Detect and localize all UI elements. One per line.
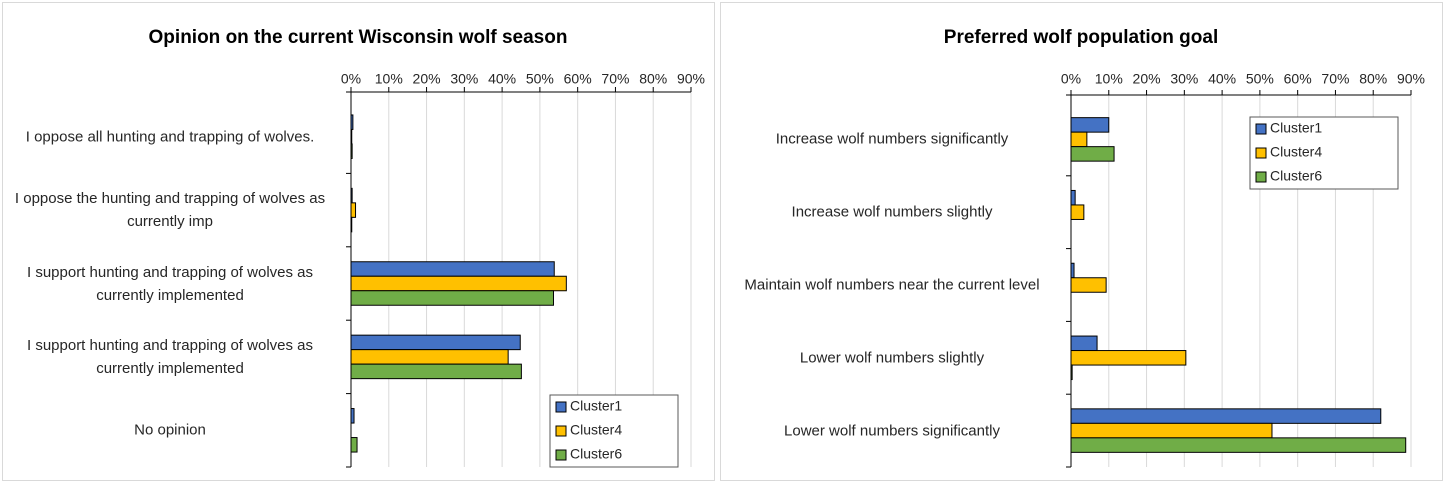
category-label: No opinion bbox=[134, 421, 206, 439]
x-tick-label: 30% bbox=[450, 71, 478, 87]
category-label: I support hunting and trapping of wolves… bbox=[26, 336, 314, 377]
x-tick-label: 0% bbox=[1061, 71, 1081, 87]
legend-label: Cluster4 bbox=[1270, 144, 1322, 160]
x-tick-label: 40% bbox=[1208, 71, 1236, 87]
bar bbox=[1070, 204, 1085, 220]
category-label: I oppose all hunting and trapping of wol… bbox=[25, 128, 315, 146]
bar bbox=[350, 349, 509, 365]
legend-label: Cluster1 bbox=[1270, 120, 1322, 136]
bar bbox=[1070, 146, 1115, 162]
x-tick-label: 70% bbox=[601, 71, 629, 87]
bar bbox=[1070, 422, 1273, 439]
x-tick-label: 50% bbox=[526, 71, 554, 87]
category-label: Maintain wolf numbers near the current l… bbox=[744, 276, 1040, 294]
x-tick-label: 10% bbox=[375, 71, 403, 87]
x-tick-label: 10% bbox=[1095, 71, 1123, 87]
bar bbox=[1070, 408, 1382, 424]
bar bbox=[1070, 364, 1073, 381]
bar bbox=[350, 216, 353, 233]
x-tick-label: 50% bbox=[1246, 71, 1274, 87]
legend-label: Cluster1 bbox=[570, 398, 622, 414]
x-tick-label: 40% bbox=[488, 71, 516, 87]
legend-label: Cluster4 bbox=[570, 422, 622, 438]
bar bbox=[350, 261, 555, 277]
category-label: Lower wolf numbers slightly bbox=[799, 349, 985, 367]
x-tick-label: 80% bbox=[1359, 71, 1387, 87]
bar bbox=[1070, 350, 1187, 366]
bar bbox=[350, 128, 353, 145]
x-tick-label: 20% bbox=[413, 71, 441, 87]
legend-swatch bbox=[1255, 147, 1267, 159]
x-tick-label: 80% bbox=[639, 71, 667, 87]
legend bbox=[549, 394, 679, 468]
chart-title: Opinion on the current Wisconsin wolf se… bbox=[149, 27, 568, 48]
x-tick-label: 90% bbox=[1397, 71, 1425, 87]
bar bbox=[1070, 131, 1088, 148]
bar bbox=[350, 114, 354, 130]
bar bbox=[350, 202, 357, 218]
category-label: I support hunting and trapping of wolves… bbox=[26, 263, 314, 304]
legend bbox=[1249, 116, 1399, 190]
x-tick-label: 60% bbox=[1284, 71, 1312, 87]
legend-label: Cluster6 bbox=[1270, 168, 1322, 184]
panel bbox=[720, 2, 1443, 481]
bar bbox=[350, 290, 554, 306]
legend-swatch bbox=[1255, 171, 1267, 183]
bar bbox=[1070, 335, 1098, 352]
legend-swatch bbox=[555, 401, 567, 413]
bar bbox=[350, 275, 567, 292]
x-tick-label: 90% bbox=[677, 71, 705, 87]
chart-title: Preferred wolf population goal bbox=[944, 27, 1218, 48]
bar bbox=[1070, 277, 1107, 293]
bar bbox=[350, 143, 353, 159]
bar bbox=[350, 334, 521, 351]
bar bbox=[1070, 262, 1075, 279]
category-label: Increase wolf numbers slightly bbox=[791, 203, 993, 221]
bar bbox=[350, 437, 358, 453]
bar bbox=[350, 408, 355, 424]
x-tick-label: 20% bbox=[1133, 71, 1161, 87]
bar bbox=[350, 363, 522, 380]
category-label: Increase wolf numbers significantly bbox=[775, 130, 1009, 148]
legend-swatch bbox=[555, 449, 567, 461]
bar bbox=[1070, 437, 1407, 453]
x-tick-label: 30% bbox=[1170, 71, 1198, 87]
x-tick-label: 0% bbox=[341, 71, 361, 87]
legend-swatch bbox=[555, 425, 567, 437]
x-tick-label: 60% bbox=[564, 71, 592, 87]
bar bbox=[1070, 189, 1076, 206]
category-label: I oppose the hunting and trapping of wol… bbox=[14, 190, 326, 231]
bar bbox=[1070, 117, 1110, 133]
bar bbox=[350, 187, 353, 204]
x-tick-label: 70% bbox=[1321, 71, 1349, 87]
legend-label: Cluster6 bbox=[570, 446, 622, 462]
legend-swatch bbox=[1255, 123, 1267, 135]
category-label: Lower wolf numbers significantly bbox=[784, 422, 1000, 440]
